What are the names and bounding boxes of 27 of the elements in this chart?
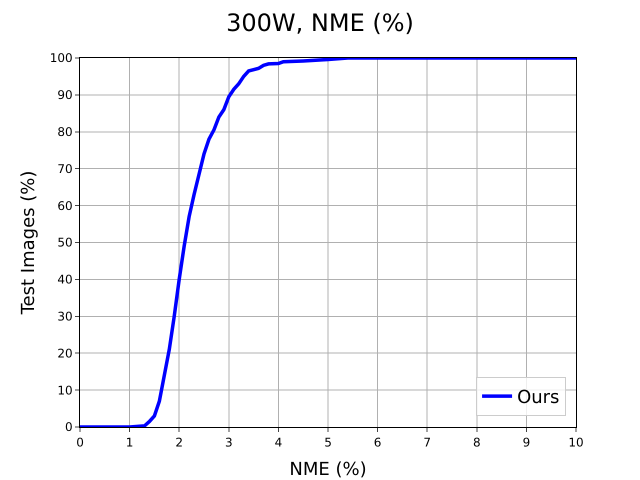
y-tick-label: 100 xyxy=(50,51,73,66)
y-tick-label: 60 xyxy=(57,198,73,213)
x-tick-label: 4 xyxy=(274,435,282,450)
x-tick-label: 1 xyxy=(126,435,134,450)
y-tick-label: 10 xyxy=(57,383,73,398)
x-axis-title: NME (%) xyxy=(289,459,367,480)
x-tick-label: 9 xyxy=(522,435,530,450)
x-tick-label: 0 xyxy=(76,435,84,450)
legend-label: Ours xyxy=(517,387,560,408)
y-tick-label: 0 xyxy=(64,420,73,434)
y-tick-label: 20 xyxy=(57,346,73,360)
chart-title: 300W, NME (%) xyxy=(226,9,414,38)
y-tick-label: 50 xyxy=(57,236,73,250)
y-tick-label: 70 xyxy=(57,162,73,176)
x-tick-label: 8 xyxy=(472,435,481,450)
x-tick-label: 6 xyxy=(374,435,382,450)
y-axis-title: Test Images (%) xyxy=(18,170,39,316)
y-tick-label: 40 xyxy=(57,272,73,287)
x-tick-label: 5 xyxy=(324,435,332,450)
y-tick-label: 30 xyxy=(57,310,73,324)
y-tick-label: 80 xyxy=(57,125,73,139)
y-tick-label: 90 xyxy=(57,88,73,102)
x-tick-label: 10 xyxy=(568,435,584,450)
x-tick-label: 2 xyxy=(175,435,184,450)
x-tick-label: 3 xyxy=(224,435,233,450)
line-series xyxy=(80,58,576,427)
x-tick-label: 7 xyxy=(423,435,432,450)
